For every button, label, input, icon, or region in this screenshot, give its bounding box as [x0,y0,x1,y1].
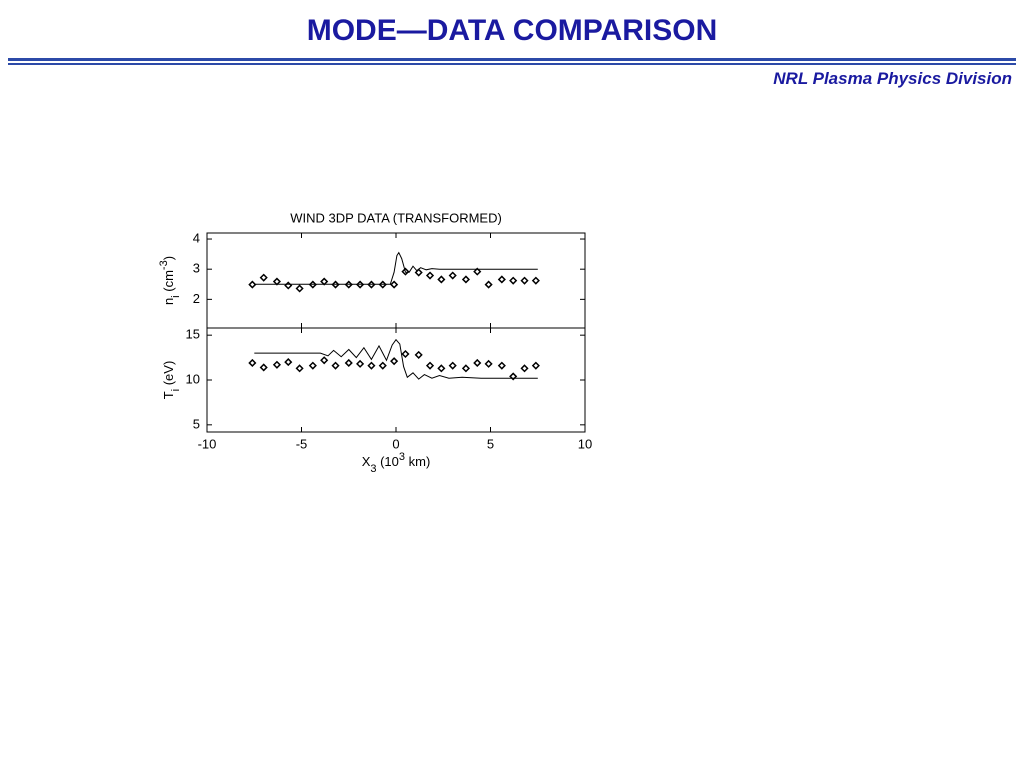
data-point [509,276,518,285]
data-point [259,363,268,372]
plot-frame [206,327,586,433]
data-point [378,361,387,370]
x-tick-label: 0 [392,436,399,451]
data-point [259,273,268,282]
slide-subtitle: NRL Plasma Physics Division [773,69,1012,88]
label-sub: i [170,295,182,297]
data-point [448,271,457,280]
axis-label: ni (cm-3) [158,256,182,305]
data-point [448,361,457,370]
data-point [425,271,435,280]
data-point [437,275,446,284]
x-tick-label: -10 [198,436,217,451]
data-point [461,275,470,284]
y-tick-label: 5 [193,416,200,431]
label-part: (cm [161,270,176,295]
chart-title: WIND 3DP DATA (TRANSFORMED) [290,210,502,225]
data-point [272,277,281,286]
data-point [356,359,365,368]
data-point [531,361,540,370]
label-part: (10 [376,454,398,469]
label-part: (eV) [161,361,176,389]
y-tick-label: 15 [186,327,200,342]
data-point [461,364,470,373]
label-part: T [161,391,176,399]
data-point [331,361,340,370]
model-curve [254,338,538,380]
label-sub: 3 [370,463,376,475]
data-point [320,356,329,365]
label-part: n [161,298,176,305]
data-point [295,364,304,373]
y-tick-label: 10 [186,371,200,386]
header-rule [8,63,1016,65]
y-tick-label: 3 [193,261,200,276]
data-point [425,361,435,370]
data-point [367,361,376,370]
data-point [414,350,423,359]
y-tick-label: 2 [193,291,200,306]
data-point [344,358,353,368]
x-tick-label: -5 [296,436,308,451]
data-point [473,358,482,368]
x-tick-label: 5 [487,436,494,451]
data-point [320,277,329,286]
x-tick-label: 10 [578,436,592,451]
data-point [390,280,399,289]
data-point [308,361,317,370]
label-part: ) [161,256,176,260]
label-sup: -3 [158,260,170,270]
data-point [401,349,410,359]
slide-title: MODE—DATA COMPARISON [306,14,718,47]
header-rule [8,58,1016,61]
axis-label: X3 (103 km) [362,451,431,475]
label-sub: i [170,389,182,391]
data-point [284,281,293,290]
data-point [484,280,493,289]
data-point [272,360,281,369]
y-tick-label: 4 [193,230,200,245]
data-point [248,358,257,368]
data-point [520,276,529,285]
axis-label: Ti (eV) [161,361,181,400]
data-point [531,276,540,285]
data-point [509,372,518,381]
data-point [437,364,446,373]
label-part: X [362,454,371,469]
data-point [520,364,529,373]
data-point [484,359,493,368]
data-point [497,361,506,370]
data-point [248,280,257,289]
label-part: km) [405,454,430,469]
label-sup: 3 [399,451,405,463]
model-curve [254,251,538,285]
data-point [295,284,304,293]
data-point [497,275,506,284]
data-point [390,357,399,366]
data-point [284,358,293,367]
data-point [473,267,482,276]
